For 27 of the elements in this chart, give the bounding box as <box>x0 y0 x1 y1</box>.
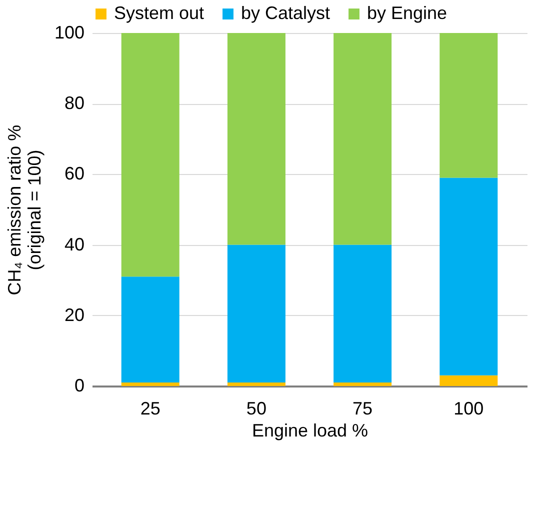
y-tick-label: 100 <box>54 22 84 42</box>
bar <box>227 382 286 386</box>
bar <box>227 33 286 245</box>
y-tick-label: 20 <box>64 304 84 325</box>
x-axis-title: Engine load % <box>252 420 368 440</box>
bar <box>440 178 498 376</box>
bar <box>334 382 392 386</box>
y-tick-label: 80 <box>64 93 84 114</box>
bar <box>121 382 180 386</box>
x-tick-label: 100 <box>454 398 484 418</box>
bar <box>440 375 498 386</box>
legend-label: System out <box>114 3 204 23</box>
x-tick-label: 25 <box>140 398 160 418</box>
bar <box>227 244 286 382</box>
legend-label: by Engine <box>367 3 448 23</box>
x-tick-label: 75 <box>352 398 373 418</box>
bar <box>121 276 180 382</box>
bar <box>440 33 498 178</box>
bar <box>334 33 392 245</box>
x-tick-label: 50 <box>246 398 266 418</box>
y-tick-label: 60 <box>64 164 84 184</box>
y-tick-label: 40 <box>64 234 84 254</box>
bar <box>121 33 180 277</box>
legend-label: by Catalyst <box>241 3 330 23</box>
y-axis-title: CH₄ emission ratio % (original = 100) <box>4 124 44 296</box>
y-tick-label: 0 <box>74 376 84 396</box>
bar <box>334 244 392 382</box>
